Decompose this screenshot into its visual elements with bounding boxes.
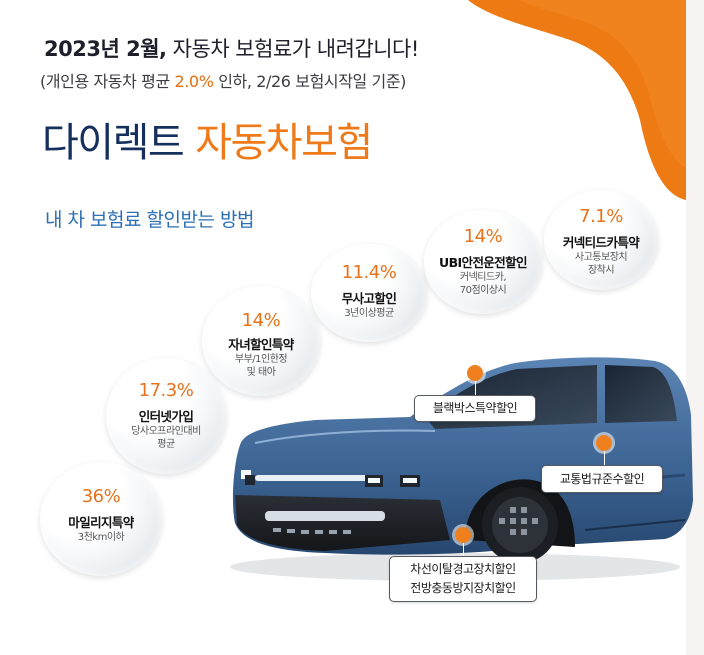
section-title: 내 차 보험료 할인받는 방법 [45, 209, 254, 231]
discount-note: 3년이상평균 [344, 308, 394, 319]
subline-before: (개인용 자동차 평균 [40, 72, 175, 91]
discount-name: 자녀할인특약 [228, 337, 294, 352]
discount-note: 당사오프라인대비 [131, 426, 201, 437]
traffic-marker-line [604, 451, 605, 465]
callout-lane-warning-line1: 차선이탈경고장치할인 [410, 562, 516, 576]
discount-name: 인터넷가입 [138, 409, 194, 424]
subline-after: 인하, 2/26 보험시작일 기준) [213, 72, 407, 91]
discount-note: 장착시 [587, 265, 615, 276]
discount-bubble-no-accident: 11.4% 무사고할인 3년이상평균 [311, 244, 427, 342]
discount-bubble-internet: 17.3% 인터넷가입 당사오프라인대비 평균 [106, 358, 226, 474]
discount-bubble-ubi: 14% UBI안전운전할인 커넥티드카, 70점이상시 [424, 210, 542, 314]
discount-bubble-child: 14% 자녀할인특약 부부/1인한정 및 태아 [202, 286, 320, 396]
callout-blackbox: 블랙박스특약할인 [414, 395, 536, 422]
discount-bubble-connected-car: 7.1% 커넥티드카특약 사고통보장치 장착시 [544, 190, 658, 290]
discount-percent: 14% [241, 310, 281, 331]
discount-percent: 14% [463, 226, 503, 247]
discount-note: 및 태아 [246, 367, 276, 378]
headline-date: 2023년 2월, [44, 37, 167, 61]
discount-note: 3천km이하 [77, 532, 125, 543]
discount-percent: 36% [81, 486, 121, 507]
discount-percent: 11.4% [341, 262, 397, 283]
brand-title: 다이렉트 자동차보험 [42, 110, 373, 168]
discount-note: 커넥티드카, [459, 272, 507, 283]
orange-wave-decoration [468, 0, 686, 200]
discount-percent: 17.3% [138, 380, 194, 401]
callout-lane-warning-line2: 전방충동방지장치할인 [410, 581, 516, 595]
lane-warning-marker [455, 527, 471, 543]
discount-name: UBI안전운전할인 [439, 255, 528, 270]
discount-note: 사고통보장치 [574, 252, 628, 263]
blackbox-marker [467, 365, 483, 381]
lane-warning-marker-line [463, 543, 464, 556]
discount-note: 70점이상시 [459, 285, 507, 296]
traffic-marker [596, 435, 612, 451]
callout-traffic-law: 교통법규준수할인 [541, 465, 663, 493]
discount-bubble-mileage: 36% 마일리지특약 3천km이하 [40, 462, 162, 576]
discount-name: 마일리지특약 [68, 515, 134, 530]
subline: (개인용 자동차 평균 2.0% 인하, 2/26 보험시작일 기준) [40, 68, 406, 92]
discount-note: 평균 [157, 439, 175, 450]
discount-name: 무사고할인 [341, 291, 397, 306]
blackbox-marker-line [475, 381, 476, 395]
brand-car-insurance: 자동차보험 [195, 120, 373, 166]
headline-message: 자동차 보험료가 내려갑니다! [166, 37, 420, 61]
brand-direct: 다이렉트 [42, 120, 185, 166]
subline-highlight: 2.0% [174, 72, 214, 91]
headline: 2023년 2월, 자동차 보험료가 내려갑니다! [44, 33, 419, 63]
discount-name: 커넥티드카특약 [562, 235, 640, 250]
discount-note: 부부/1인한정 [234, 354, 288, 365]
discount-percent: 7.1% [579, 206, 623, 227]
callout-lane-warning: 차선이탈경고장치할인 전방충동방지장치할인 [389, 556, 537, 602]
